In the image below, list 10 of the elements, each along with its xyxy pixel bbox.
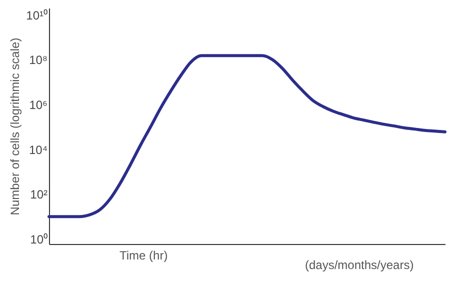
x-axis-title: Time (hr) xyxy=(120,248,168,262)
y-tick-label: 10⁸ xyxy=(29,53,48,68)
y-tick-label: 10⁴ xyxy=(28,142,48,157)
y-tick-label: 10¹⁰ xyxy=(26,8,48,22)
y-tick-label: 10⁶ xyxy=(29,98,48,112)
line-series xyxy=(48,54,446,218)
y-tick-label: 10² xyxy=(30,188,48,202)
y-tick-label: 10⁰ xyxy=(30,232,48,247)
text: (days/months/years) xyxy=(305,258,414,272)
y-axis-title: Number of cells (logrithmic scale) xyxy=(8,38,22,216)
